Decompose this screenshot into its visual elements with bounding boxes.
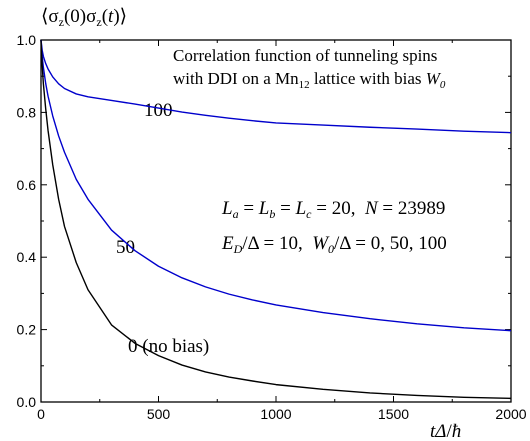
annotation-title-line1: Correlation function of tunneling spins <box>173 46 437 65</box>
curve-label-0: 0 (no bias) <box>128 336 209 357</box>
series-line-0 <box>40 39 512 134</box>
axis-ticks: 0 500 1000 1500 2000 0.0 0.2 0.4 0.6 0.8 1.0 <box>17 32 527 422</box>
x-axis-label: tΔ/ħ <box>430 421 461 441</box>
y-tick-label: 1.0 <box>17 32 37 48</box>
y-tick-label: 0.2 <box>17 322 37 338</box>
series-line-2 <box>40 39 512 400</box>
curve-label-100: 100 <box>144 100 173 121</box>
x-tick-label: 500 <box>147 406 171 422</box>
annotation-params-line1: La = Lb = Lc = 20, N = 23989 <box>221 198 445 221</box>
y-tick-label: 0.0 <box>17 394 37 410</box>
series-lines <box>40 39 512 400</box>
curve-label-50: 50 <box>116 237 135 258</box>
x-tick-label: 0 <box>37 406 45 422</box>
plot-frame <box>40 39 512 403</box>
annotation-params-line2: ED/Δ = 10, W0/Δ = 0, 50, 100 <box>221 233 447 256</box>
series-line-1 <box>40 39 512 332</box>
y-tick-label: 0.6 <box>17 177 37 193</box>
y-tick-label: 0.8 <box>17 104 37 120</box>
y-tick-label: 0.4 <box>17 249 37 265</box>
x-tick-label: 1500 <box>378 406 409 422</box>
annotation-title-line2: with DDI on a Mn12 lattice with bias W0 <box>173 69 446 91</box>
y-axis-label: ⟨σz(0)σz(t)⟩ <box>41 6 127 29</box>
x-tick-label: 1000 <box>260 406 291 422</box>
x-tick-label: 2000 <box>495 406 526 422</box>
